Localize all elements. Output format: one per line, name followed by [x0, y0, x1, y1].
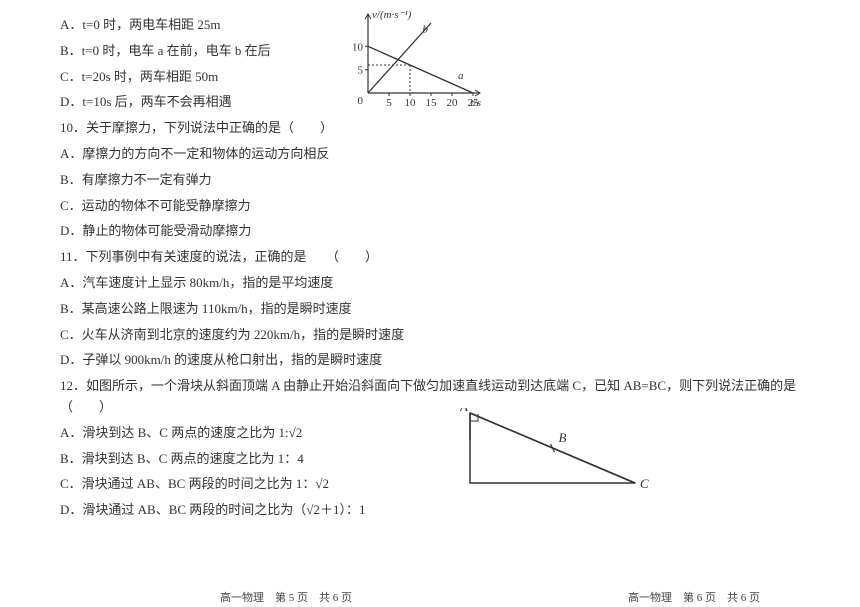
q12-d-pre: D．滑块通过 AB、BC 两段的时间之比为（: [60, 502, 306, 517]
q12-option-d: D．滑块通过 AB、BC 两段的时间之比为（√2＋1）：1: [60, 500, 800, 521]
svg-text:5: 5: [358, 65, 364, 77]
svg-text:10: 10: [352, 41, 364, 53]
q11-option-a: A．汽车速度计上显示 80km/h，指的是平均速度: [60, 273, 800, 294]
svg-text:v/(m·s⁻¹): v/(m·s⁻¹): [372, 9, 412, 21]
q10-option-d: D．静止的物体可能受滑动摩擦力: [60, 221, 800, 242]
page: A．t=0 时，两电车相距 25m B．t=0 时，电车 a 在前，电车 b 在…: [0, 0, 860, 607]
svg-text:10: 10: [405, 97, 417, 109]
svg-text:C: C: [640, 476, 649, 491]
q11-stem: 11．下列事例中有关速度的说法，正确的是 （ ）: [60, 247, 800, 268]
q12-a-text: A．滑块到达 B、C 两点的速度之比为 1:: [60, 425, 289, 440]
svg-text:A: A: [460, 408, 468, 414]
svg-text:20: 20: [447, 97, 459, 109]
triangle-svg: A B C: [460, 408, 650, 498]
q12-option-b: B．滑块到达 B、C 两点的速度之比为 1：4: [60, 449, 800, 470]
vt-graph-svg: 5105101520250abv/(m·s⁻¹)t/s: [340, 8, 485, 113]
vt-graph: 5105101520250abv/(m·s⁻¹)t/s: [340, 8, 485, 117]
q10-option-b: B．有摩擦力不一定有弹力: [60, 170, 800, 191]
q10-stem: 10．关于摩擦力，下列说法中正确的是（ ）: [60, 118, 800, 139]
q12-d-post: ＋1）：1: [320, 502, 366, 517]
svg-text:t/s: t/s: [471, 97, 481, 109]
svg-text:15: 15: [426, 97, 438, 109]
q12-option-a: A．滑块到达 B、C 两点的速度之比为 1:√2: [60, 423, 800, 444]
svg-text:0: 0: [358, 95, 364, 107]
q12-stem: 12．如图所示，一个滑块从斜面顶端 A 由静止开始沿斜面向下做匀加速直线运动到达…: [60, 376, 800, 418]
content-area: A．t=0 时，两电车相距 25m B．t=0 时，电车 a 在前，电车 b 在…: [0, 0, 860, 521]
svg-text:a: a: [458, 70, 464, 82]
q11-option-c: C．火车从济南到北京的速度约为 220km/h，指的是瞬时速度: [60, 325, 800, 346]
triangle-diagram: A B C: [460, 408, 650, 502]
sqrt-icon: √2: [306, 502, 320, 517]
q10-option-a: A．摩擦力的方向不一定和物体的运动方向相反: [60, 144, 800, 165]
footer-right: 高一物理 第 6 页 共 6 页: [628, 589, 760, 605]
footer-left: 高一物理 第 5 页 共 6 页: [220, 589, 352, 605]
svg-text:5: 5: [386, 97, 392, 109]
q12-c-text: C．滑块通过 AB、BC 两段的时间之比为 1：: [60, 476, 315, 491]
svg-text:B: B: [559, 430, 567, 445]
q11-option-b: B．某高速公路上限速为 110km/h，指的是瞬时速度: [60, 299, 800, 320]
q11-option-d: D．子弹以 900km/h 的速度从枪口射出，指的是瞬时速度: [60, 350, 800, 371]
sqrt-icon: √2: [289, 425, 303, 440]
q12-option-c: C．滑块通过 AB、BC 两段的时间之比为 1：√2: [60, 474, 800, 495]
svg-text:b: b: [422, 23, 428, 35]
sqrt-icon: √2: [315, 476, 329, 491]
q10-option-c: C．运动的物体不可能受静摩擦力: [60, 196, 800, 217]
